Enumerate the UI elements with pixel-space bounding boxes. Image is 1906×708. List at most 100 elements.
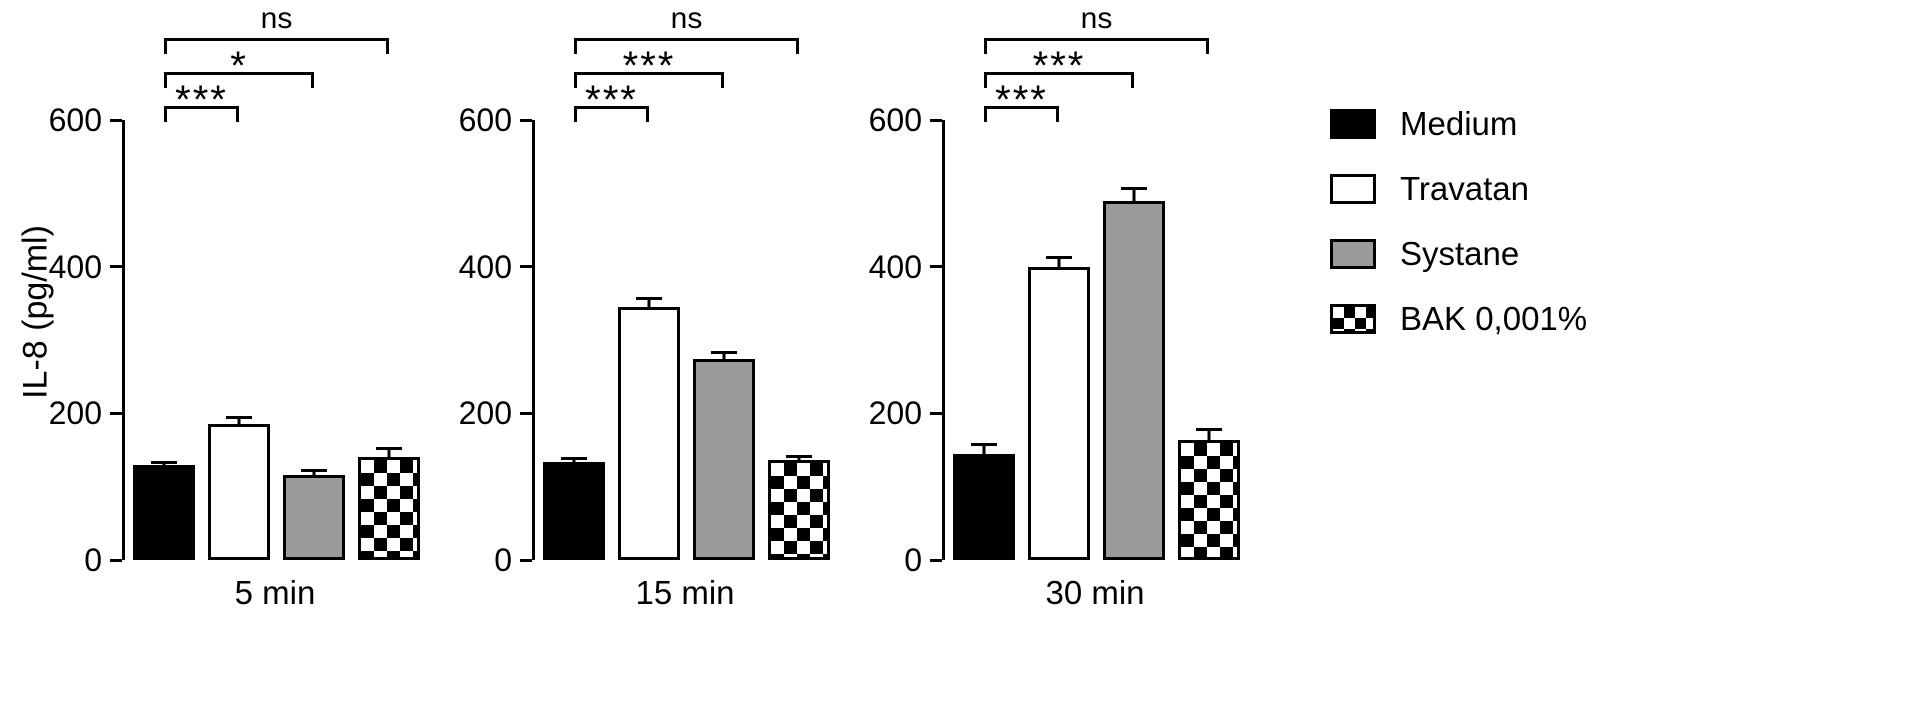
y-tick-label: 0 bbox=[904, 542, 922, 578]
error-bar-line bbox=[1057, 258, 1061, 267]
y-tick-label: 400 bbox=[868, 248, 922, 285]
y-axis bbox=[532, 120, 535, 560]
x-axis-group-label: 30 min bbox=[1045, 574, 1145, 611]
error-bar-line bbox=[572, 459, 576, 463]
y-tick bbox=[110, 411, 122, 415]
error-bar bbox=[1121, 187, 1147, 201]
legend-swatch-black bbox=[1330, 109, 1376, 139]
bar-systane bbox=[1103, 200, 1165, 560]
bar-travatan bbox=[1028, 266, 1090, 560]
error-bar bbox=[301, 469, 327, 475]
error-bar bbox=[561, 456, 587, 463]
y-tick-label: 600 bbox=[458, 102, 512, 138]
y-tick bbox=[110, 265, 122, 269]
significance-bracket bbox=[164, 38, 389, 54]
bar-systane bbox=[693, 359, 755, 560]
bar-medium bbox=[953, 454, 1015, 560]
error-bar bbox=[971, 442, 997, 455]
legend-item-travatan: Travatan bbox=[1330, 170, 1587, 208]
error-bar bbox=[376, 447, 402, 458]
bar-bak-0-001- bbox=[768, 460, 830, 560]
legend-swatch-white bbox=[1330, 174, 1376, 204]
bar-medium bbox=[133, 464, 195, 560]
bar-systane bbox=[283, 474, 345, 560]
y-tick-label: 0 bbox=[84, 542, 102, 578]
legend-item-medium: Medium bbox=[1330, 105, 1587, 143]
error-bar bbox=[786, 455, 812, 461]
significance-label: ns bbox=[670, 2, 703, 35]
y-tick-label: 200 bbox=[458, 395, 512, 432]
x-axis-group-label: 5 min bbox=[234, 574, 316, 611]
error-bar bbox=[1196, 428, 1222, 440]
error-bar bbox=[151, 461, 177, 465]
y-tick bbox=[110, 558, 122, 562]
error-bar-line bbox=[647, 300, 651, 307]
significance-bracket bbox=[984, 106, 1059, 122]
y-tick-label: 400 bbox=[48, 248, 102, 285]
x-axis-group-label: 15 min bbox=[635, 574, 735, 611]
panel-30-min: 0 200 400 600 30 min *** *** ns bbox=[860, 2, 1270, 670]
significance-label: ns bbox=[260, 2, 293, 35]
y-tick bbox=[520, 118, 532, 122]
y-tick-label: 600 bbox=[48, 102, 102, 138]
error-bar bbox=[226, 416, 252, 424]
significance-bracket bbox=[984, 72, 1134, 88]
bar-travatan bbox=[618, 307, 680, 560]
error-bar-line bbox=[387, 450, 391, 458]
significance-label: *** bbox=[175, 78, 228, 122]
panel-5-min: 0 200 400 600 5 min *** * ns bbox=[40, 2, 450, 670]
legend-label: BAK 0,001% bbox=[1400, 300, 1588, 337]
y-tick-label: 600 bbox=[868, 102, 922, 138]
significance-bracket bbox=[984, 38, 1209, 54]
significance-label: *** bbox=[622, 44, 676, 88]
error-bar-line bbox=[982, 445, 986, 455]
significance-bracket bbox=[164, 106, 239, 122]
significance-label: *** bbox=[585, 78, 638, 122]
error-bar-line bbox=[1132, 190, 1136, 201]
y-tick-label: 200 bbox=[868, 395, 922, 432]
error-bar bbox=[711, 351, 737, 360]
significance-label: ns bbox=[1080, 2, 1113, 35]
y-tick bbox=[930, 558, 942, 562]
bar-travatan bbox=[208, 423, 270, 560]
y-tick-label: 400 bbox=[458, 248, 512, 285]
y-tick bbox=[520, 411, 532, 415]
legend-swatch-checker bbox=[1330, 304, 1376, 334]
legend-item-bak-0-001-: BAK 0,001% bbox=[1330, 300, 1587, 338]
error-bar-line bbox=[1207, 431, 1211, 440]
error-bar-line bbox=[722, 354, 726, 360]
y-tick bbox=[110, 118, 122, 122]
significance-bracket bbox=[574, 38, 799, 54]
panels: 0 200 400 600 5 min *** * ns 0 200 400 600 15 min ***… bbox=[40, 2, 1270, 670]
y-tick bbox=[520, 558, 532, 562]
legend-item-systane: Systane bbox=[1330, 235, 1587, 273]
error-bar bbox=[1046, 255, 1072, 267]
y-tick-label: 0 bbox=[494, 542, 512, 578]
significance-label: *** bbox=[995, 78, 1048, 122]
y-tick-label: 200 bbox=[48, 395, 102, 432]
significance-bracket bbox=[574, 72, 724, 88]
significance-label: * bbox=[230, 44, 248, 88]
legend-swatch-gray bbox=[1330, 239, 1376, 269]
bar-bak-0-001- bbox=[1178, 439, 1240, 560]
panel-15-min: 0 200 400 600 15 min *** *** ns bbox=[450, 2, 860, 670]
bar-medium bbox=[543, 462, 605, 560]
error-bar bbox=[636, 297, 662, 307]
y-tick bbox=[930, 411, 942, 415]
y-axis bbox=[122, 120, 125, 560]
legend-label: Travatan bbox=[1400, 170, 1530, 207]
error-bar-line bbox=[797, 458, 801, 461]
bar-bak-0-001- bbox=[358, 457, 420, 560]
legend: Medium Travatan Systane BAK 0,001% bbox=[1330, 105, 1587, 338]
y-tick bbox=[930, 265, 942, 269]
significance-label: *** bbox=[1032, 44, 1086, 88]
legend-label: Medium bbox=[1400, 105, 1518, 142]
y-tick bbox=[520, 265, 532, 269]
error-bar-line bbox=[237, 419, 241, 424]
y-axis bbox=[942, 120, 945, 560]
y-tick bbox=[930, 118, 942, 122]
significance-bracket bbox=[164, 72, 314, 88]
error-bar-line bbox=[162, 464, 166, 465]
significance-bracket bbox=[574, 106, 649, 122]
